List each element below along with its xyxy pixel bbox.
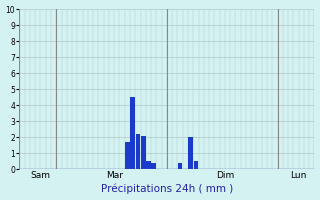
- Bar: [188, 137, 193, 169]
- Bar: [125, 142, 130, 169]
- X-axis label: Précipitations 24h ( mm ): Précipitations 24h ( mm ): [101, 184, 233, 194]
- Bar: [130, 97, 135, 169]
- Bar: [136, 134, 140, 169]
- Bar: [151, 163, 156, 169]
- Bar: [194, 161, 198, 169]
- Bar: [178, 163, 182, 169]
- Bar: [141, 136, 146, 169]
- Bar: [146, 161, 151, 169]
